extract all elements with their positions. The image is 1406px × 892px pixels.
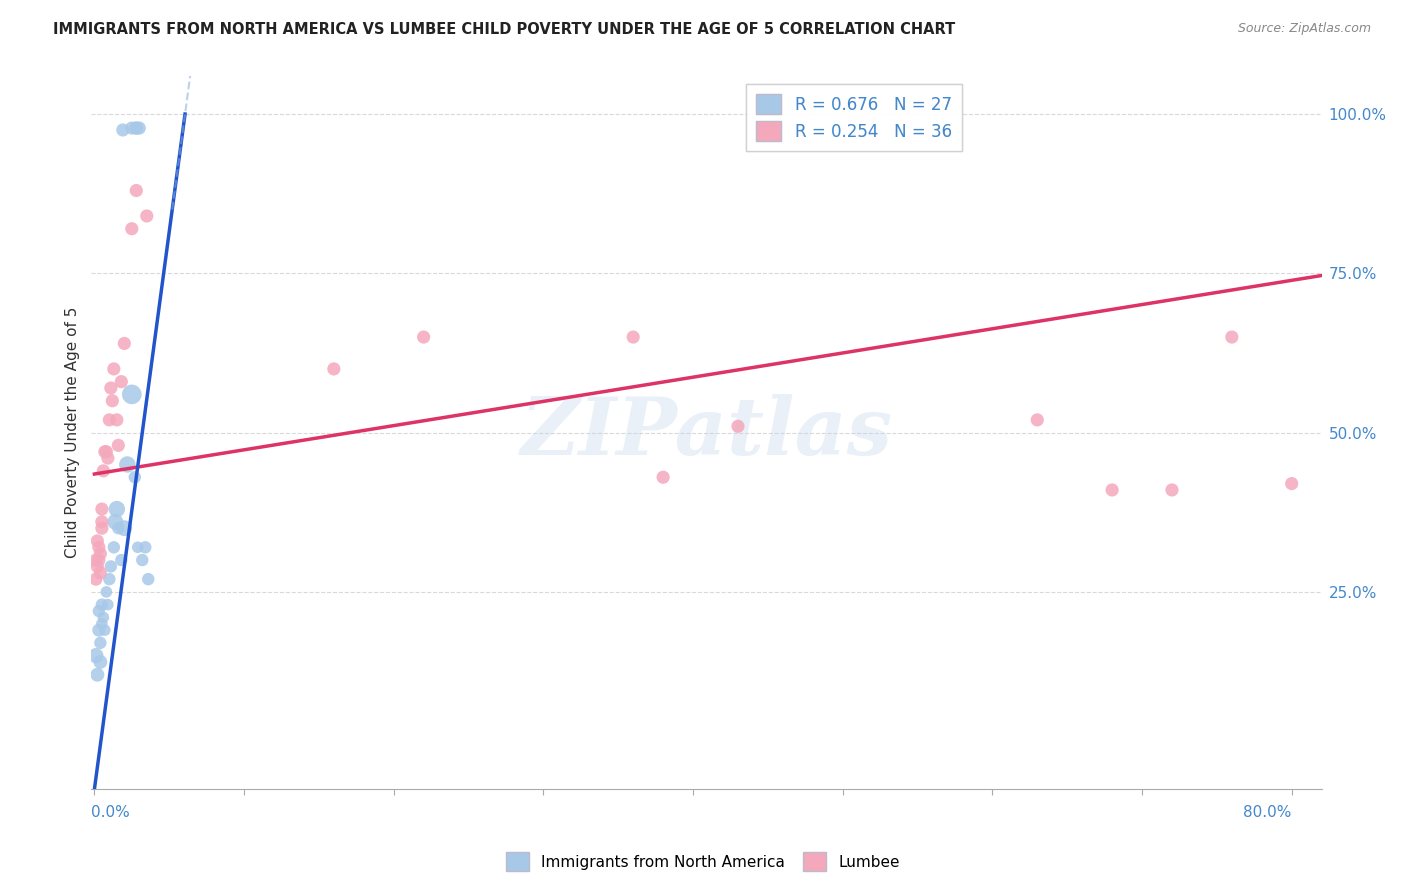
Point	[89, 566, 111, 580]
Text: IMMIGRANTS FROM NORTH AMERICA VS LUMBEE CHILD POVERTY UNDER THE AGE OF 5 CORRELA: IMMIGRANTS FROM NORTH AMERICA VS LUMBEE …	[53, 22, 956, 37]
Point	[93, 610, 115, 624]
Point	[87, 541, 110, 555]
Point	[87, 553, 110, 567]
Point	[96, 444, 118, 458]
Point	[86, 533, 108, 548]
Point	[125, 184, 148, 198]
Point	[86, 559, 108, 574]
Point	[89, 655, 111, 669]
Point	[90, 502, 112, 516]
Point	[652, 470, 675, 484]
Point	[101, 393, 124, 408]
Point	[90, 598, 112, 612]
Point	[103, 362, 125, 376]
Text: 80.0%: 80.0%	[1243, 805, 1292, 821]
Point	[94, 444, 117, 458]
Point	[134, 541, 156, 555]
Point	[121, 221, 143, 235]
Point	[127, 541, 149, 555]
Point	[107, 438, 129, 452]
Point	[1101, 483, 1123, 497]
Point	[117, 458, 139, 472]
Legend: Immigrants from North America, Lumbee: Immigrants from North America, Lumbee	[501, 847, 905, 877]
Text: 0.0%: 0.0%	[91, 805, 131, 821]
Point	[104, 515, 127, 529]
Point	[121, 387, 143, 401]
Point	[112, 336, 135, 351]
Y-axis label: Child Poverty Under the Age of 5: Child Poverty Under the Age of 5	[65, 307, 80, 558]
Point	[621, 330, 644, 344]
Point	[124, 470, 146, 484]
Point	[100, 559, 122, 574]
Point	[322, 362, 344, 376]
Point	[84, 648, 107, 663]
Point	[94, 623, 117, 637]
Point	[1161, 483, 1184, 497]
Point	[1026, 413, 1049, 427]
Legend: R = 0.676   N = 27, R = 0.254   N = 36: R = 0.676 N = 27, R = 0.254 N = 36	[747, 84, 962, 152]
Point	[1281, 476, 1303, 491]
Point	[105, 413, 128, 427]
Point	[112, 521, 135, 535]
Point	[105, 502, 128, 516]
Point	[98, 413, 121, 427]
Point	[103, 541, 125, 555]
Point	[121, 121, 143, 136]
Text: Source: ZipAtlas.com: Source: ZipAtlas.com	[1237, 22, 1371, 36]
Point	[100, 381, 122, 395]
Point	[111, 123, 134, 137]
Point	[1220, 330, 1243, 344]
Point	[136, 572, 159, 586]
Point	[93, 464, 115, 478]
Point	[97, 598, 120, 612]
Point	[727, 419, 749, 434]
Point	[125, 121, 148, 136]
Point	[107, 521, 129, 535]
Point	[89, 547, 111, 561]
Point	[90, 515, 112, 529]
Point	[110, 375, 132, 389]
Point	[412, 330, 434, 344]
Point	[98, 572, 121, 586]
Point	[84, 572, 107, 586]
Point	[90, 616, 112, 631]
Point	[86, 667, 108, 681]
Point	[84, 553, 107, 567]
Point	[89, 636, 111, 650]
Point	[90, 521, 112, 535]
Point	[131, 553, 153, 567]
Point	[87, 604, 110, 618]
Point	[135, 209, 157, 223]
Point	[110, 553, 132, 567]
Point	[125, 121, 148, 136]
Point	[96, 585, 118, 599]
Point	[128, 121, 150, 136]
Text: ZIPatlas: ZIPatlas	[520, 394, 893, 471]
Point	[97, 451, 120, 466]
Point	[87, 623, 110, 637]
